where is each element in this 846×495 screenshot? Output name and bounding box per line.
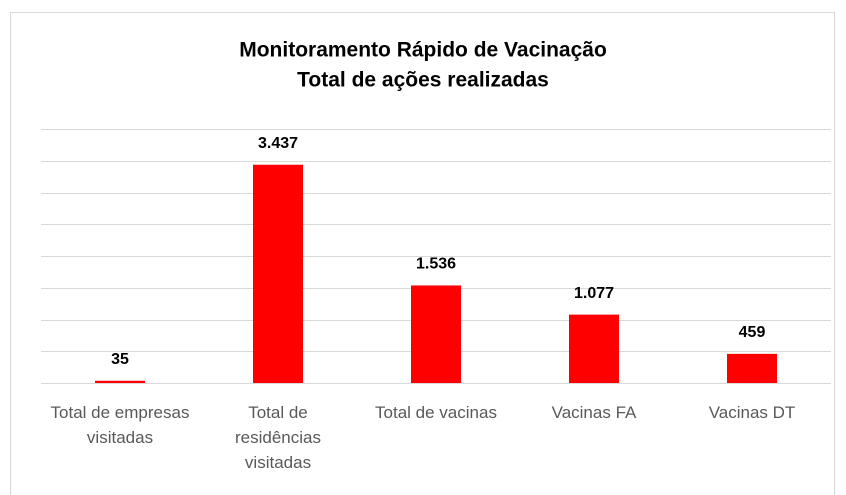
bar [411, 285, 461, 383]
x-tick-label: Total de residências visitadas [235, 403, 321, 472]
data-label: 1.536 [416, 256, 456, 273]
bar [253, 164, 303, 383]
bar [95, 380, 145, 383]
bar [727, 353, 777, 383]
chart-title: Monitoramento Rápido de Vacinação [239, 39, 607, 62]
data-label: 3.437 [258, 135, 298, 152]
x-tick-label: Total de empresas visitadas [50, 403, 190, 447]
chart-border [10, 12, 835, 495]
bar [569, 314, 619, 383]
x-tick-label: Total de vacinas [375, 403, 497, 422]
x-tick-label: Vacinas FA [551, 403, 637, 422]
data-label: 459 [739, 324, 766, 341]
x-tick-label: Vacinas DT [708, 403, 796, 422]
data-label: 35 [111, 351, 129, 368]
chart-subtitle: Total de ações realizadas [297, 69, 549, 92]
data-label: 1.077 [574, 285, 614, 302]
